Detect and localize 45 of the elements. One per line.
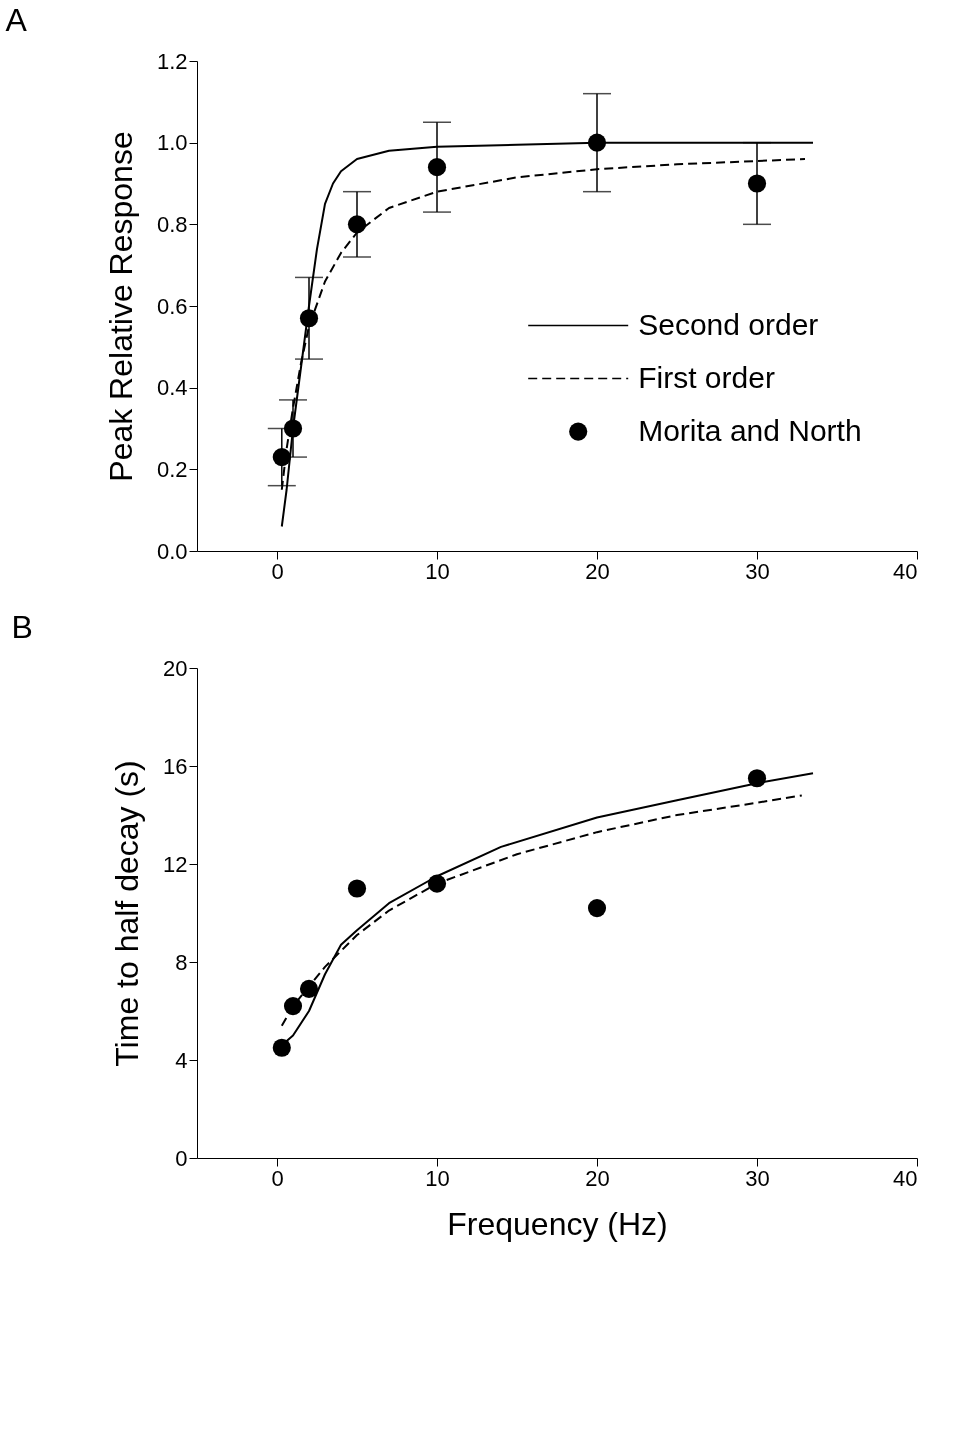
x-tick-label: 0: [271, 1165, 284, 1191]
x-tick-label: 0: [271, 558, 284, 584]
y-tick-label: 0.2: [156, 456, 188, 482]
point: [747, 769, 767, 788]
x-axis-title: Frequency (Hz): [447, 1205, 668, 1242]
point: [299, 979, 319, 999]
y-tick-label: 0.0: [156, 538, 188, 564]
x-tick-label: 30: [745, 558, 770, 584]
y-tick-label: 1.2: [156, 48, 188, 74]
y-tick-label: 0.6: [156, 293, 188, 319]
point: [427, 158, 447, 177]
point: [347, 879, 367, 898]
legend-label: First order: [638, 360, 775, 394]
y-tick-label: 4: [175, 1047, 188, 1073]
x-tick-label: 40: [893, 1165, 918, 1191]
x-tick-label: 10: [425, 558, 450, 584]
point: [747, 174, 767, 193]
point: [587, 133, 607, 152]
point: [587, 899, 607, 918]
y-tick-label: 12: [163, 851, 188, 877]
point: [272, 1038, 291, 1057]
y-tick-label: 16: [163, 753, 188, 779]
x-tick-label: 40: [893, 558, 918, 584]
point: [427, 874, 447, 893]
point: [283, 997, 303, 1016]
x-tick-label: 20: [585, 558, 610, 584]
chart-title: A: [5, 2, 28, 38]
legend-label: Second order: [638, 307, 819, 341]
x-tick-label: 10: [425, 1165, 450, 1191]
point: [283, 419, 303, 438]
y-tick-label: 20: [163, 655, 188, 681]
legend-label: Morita and North: [638, 413, 862, 447]
y-tick-label: 0.4: [156, 375, 188, 401]
point: [272, 448, 291, 467]
y-tick-label: 8: [175, 949, 188, 975]
y-axis-title: Time to half decay (s): [109, 760, 146, 1067]
point: [299, 309, 319, 328]
y-tick-label: 0: [175, 1145, 188, 1171]
x-tick-label: 30: [745, 1165, 770, 1191]
y-tick-label: 1.0: [156, 130, 188, 156]
y-axis-title: Peak Relative Response: [102, 131, 139, 482]
chart-title: B: [11, 609, 33, 645]
point: [347, 215, 367, 234]
y-tick-label: 0.8: [156, 211, 188, 237]
x-tick-label: 20: [585, 1165, 610, 1191]
